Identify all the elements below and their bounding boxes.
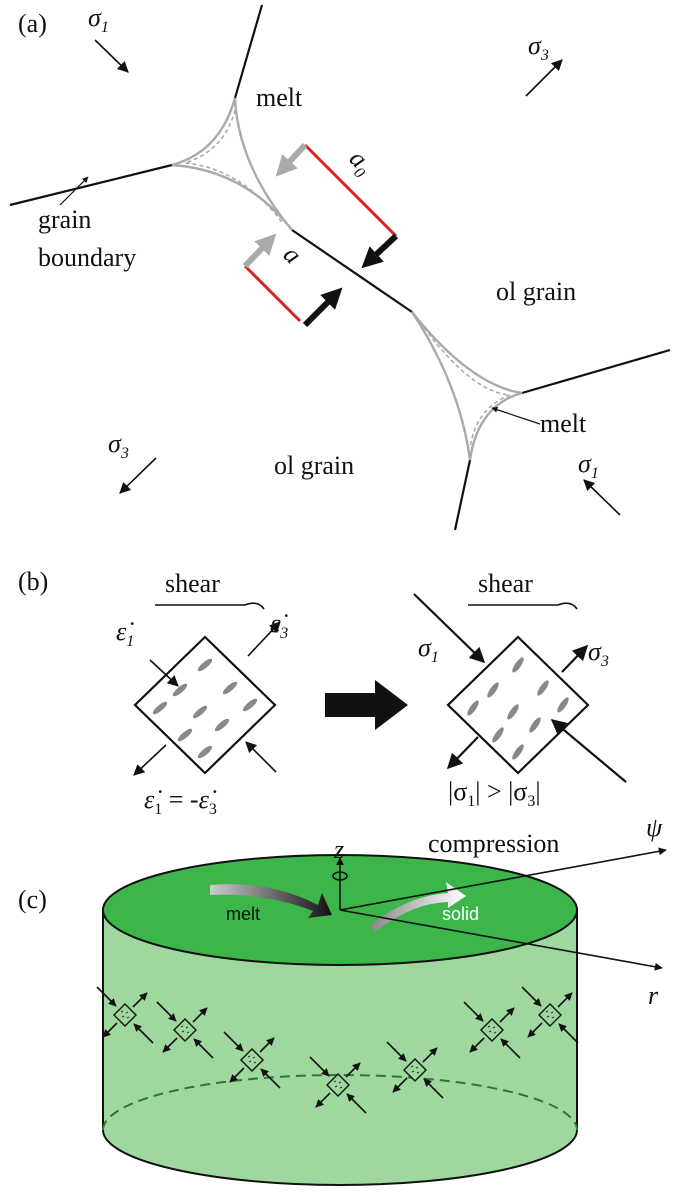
gap-line: [303, 143, 398, 238]
melt-label: melt: [256, 83, 303, 112]
panel-label: (b): [18, 567, 48, 596]
melt-label: melt: [226, 904, 260, 924]
boundary-label: boundary: [38, 243, 136, 272]
grain-boundaries: [9, 4, 671, 531]
panel-c: (c) z ψ r melt solid: [18, 813, 667, 1186]
stress-arrow: [561, 644, 589, 673]
stress-label: σ1: [88, 3, 109, 36]
stress-arrow: [525, 59, 563, 97]
stress-arrow: [550, 719, 627, 783]
gap-arrow: [361, 233, 399, 269]
axis: [339, 909, 663, 971]
strain-arrow: [245, 741, 277, 773]
stress-arrow: [94, 39, 129, 73]
stress-arrow: [119, 457, 157, 494]
melt-pocket: [410, 311, 523, 461]
shear-label: shear: [478, 569, 533, 598]
caption: compression: [428, 829, 559, 858]
stress-label: σ1: [418, 633, 439, 666]
solid-flow: [370, 882, 466, 932]
big-arrow: [325, 680, 408, 730]
panel-b: (b) shear shear ε̇1 ε̇3 σ1 σ3 ε̇1 = -ε̇3…: [18, 567, 627, 858]
stress-arrow: [583, 479, 621, 516]
grain-label: ol grain: [496, 277, 576, 306]
panel-a: (a) σ1 σ3 σ3 σ1 melt melt a0 a grain bou…: [9, 3, 671, 531]
panel-label: (a): [18, 9, 47, 38]
strain-arrow: [149, 659, 179, 687]
melt-flow: [210, 884, 332, 918]
melt-pocket-dashed: [419, 321, 511, 449]
strain-label: ε̇1: [116, 617, 134, 650]
cylinder-back: [102, 1074, 578, 1131]
melt-label: melt: [540, 409, 587, 438]
strain-arrow: [247, 621, 281, 657]
stress-label: σ3: [528, 31, 549, 64]
gap-arrow: [302, 287, 343, 328]
axis: [339, 847, 667, 911]
gap-arrow: [275, 142, 308, 177]
axis-label: ψ: [646, 813, 663, 842]
stress-label: σ3: [588, 637, 609, 670]
strain-arrow: [133, 744, 167, 776]
stress-label: σ3: [108, 429, 129, 462]
element: [133, 635, 277, 775]
gap-arrow: [242, 233, 277, 269]
leader: [491, 406, 541, 425]
gap-line: [243, 264, 302, 323]
boundary-label: grain: [38, 205, 91, 234]
stress-arrow: [413, 593, 486, 664]
stress-arrow: [446, 736, 479, 770]
stress-label: σ1: [578, 449, 599, 482]
panel-label: (c): [18, 885, 47, 914]
leader: [59, 176, 89, 206]
melt-pocket: [171, 97, 293, 231]
shear-label: shear: [165, 569, 220, 598]
equation: ε̇1 = -ε̇3: [144, 785, 217, 818]
grain-label: ol grain: [274, 451, 354, 480]
axis-label: z: [333, 835, 344, 864]
shear-arrow: [468, 602, 578, 610]
solid-label: solid: [442, 904, 479, 924]
melt-pocket-dashed: [184, 109, 283, 223]
axis-label: r: [648, 981, 659, 1010]
inequality: |σ1| > |σ3|: [448, 777, 541, 810]
strain-label: ε̇3: [270, 609, 288, 642]
melt-inclusions: [152, 657, 569, 760]
cylinder-side: [102, 909, 578, 1186]
rotation: [332, 871, 348, 881]
shear-arrow: [155, 602, 265, 610]
gap-label: a0: [341, 144, 379, 182]
gap-label: a: [278, 240, 308, 270]
